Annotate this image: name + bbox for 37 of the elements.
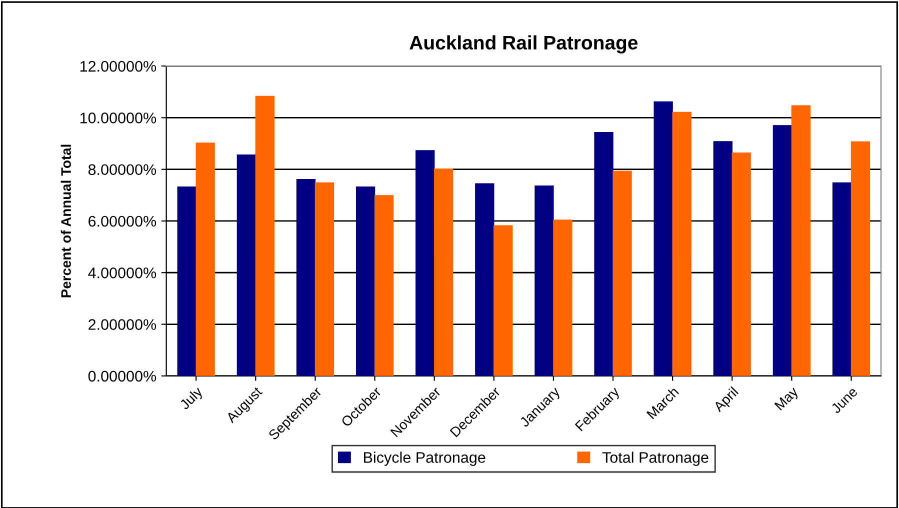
y-tick-label: 4.00000% xyxy=(88,267,156,278)
bar xyxy=(475,183,494,376)
x-tick-label: July xyxy=(178,386,206,412)
y-axis-title: Percent of Annual Total xyxy=(60,144,71,298)
y-tick-label: 8.00000% xyxy=(88,164,156,176)
bar xyxy=(713,141,732,376)
legend-label: Total Patronage xyxy=(602,452,708,466)
bar xyxy=(772,125,792,376)
x-tick-label: May xyxy=(774,386,801,413)
bar xyxy=(314,182,334,376)
bar xyxy=(416,150,435,376)
bar xyxy=(356,186,376,376)
bar xyxy=(791,105,810,376)
y-tick-label: 6.00000% xyxy=(88,216,156,227)
bar xyxy=(255,96,274,376)
bar xyxy=(672,112,692,376)
bar xyxy=(654,101,673,376)
bar xyxy=(296,179,316,376)
y-tick-label: 10.00000% xyxy=(80,112,156,124)
bar xyxy=(177,186,196,376)
bar xyxy=(196,142,215,376)
y-tick-label: 12.00000% xyxy=(80,60,156,72)
bar xyxy=(374,195,394,376)
bar xyxy=(732,152,751,376)
legend-label: Bicycle Patronage xyxy=(364,452,486,466)
bar xyxy=(434,168,454,376)
bar xyxy=(832,182,852,376)
bar xyxy=(534,186,554,376)
chart-title: Auckland Rail Patronage xyxy=(410,35,638,54)
y-tick-label: 2.00000% xyxy=(88,319,156,330)
bar xyxy=(594,132,614,376)
bar xyxy=(236,154,256,376)
bar xyxy=(494,225,513,376)
y-tick-label: 0.00000% xyxy=(88,370,156,382)
bar xyxy=(553,220,572,376)
bar xyxy=(850,141,870,376)
bar xyxy=(612,170,632,376)
